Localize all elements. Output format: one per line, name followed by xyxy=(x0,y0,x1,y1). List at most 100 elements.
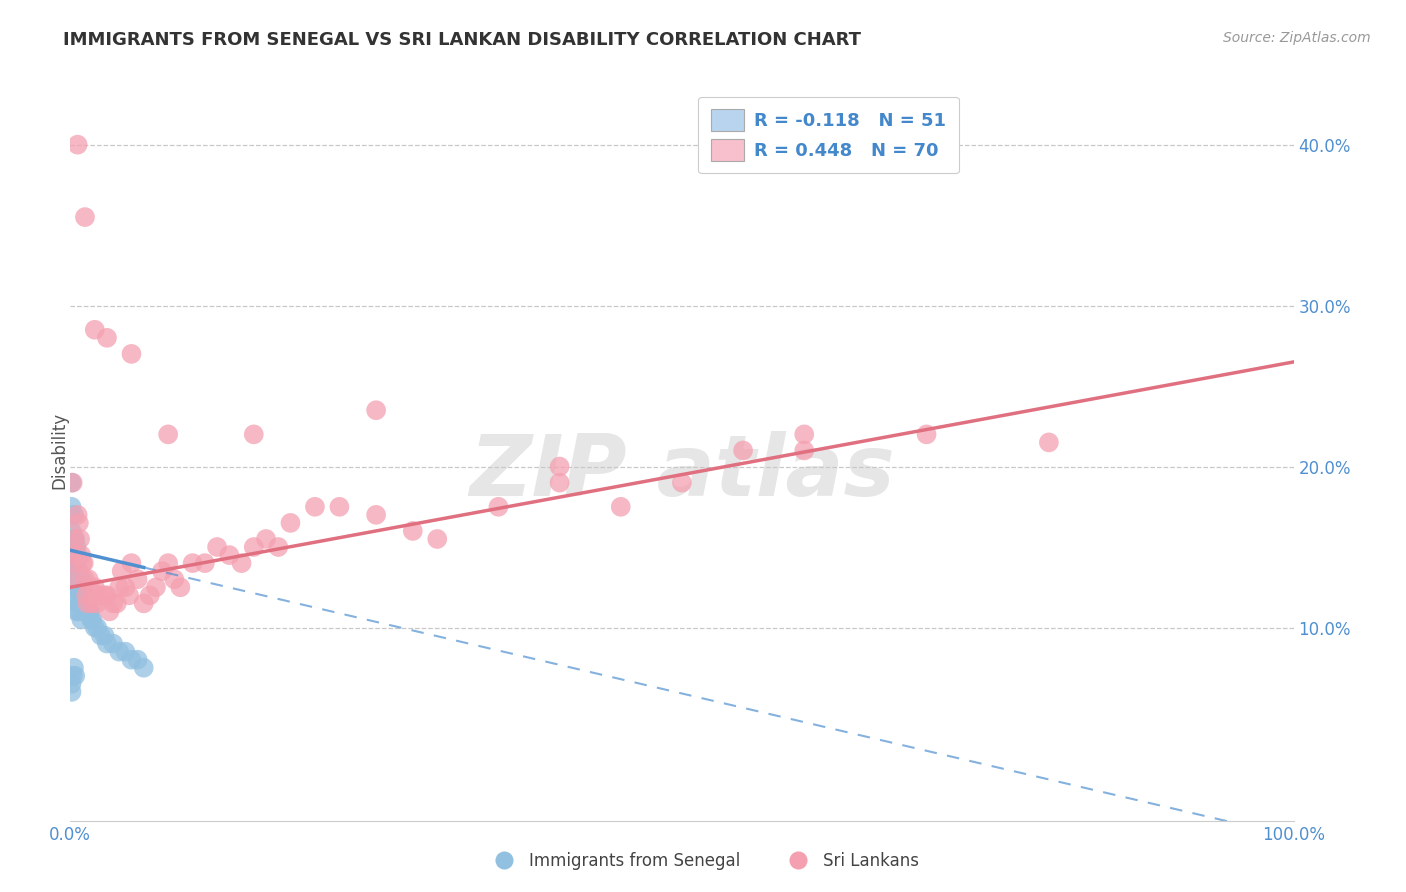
Point xyxy=(70,548,93,562)
Point xyxy=(96,588,118,602)
Point xyxy=(67,564,90,578)
Point xyxy=(70,572,93,586)
Point xyxy=(62,475,84,490)
Point xyxy=(96,331,118,345)
Point xyxy=(67,604,90,618)
Point xyxy=(73,588,96,602)
Point xyxy=(231,556,253,570)
Point xyxy=(66,137,89,152)
Point xyxy=(77,572,100,586)
Point xyxy=(65,588,87,602)
Point xyxy=(114,645,136,659)
Point xyxy=(76,596,98,610)
Point xyxy=(79,580,101,594)
Point xyxy=(60,524,83,538)
Point xyxy=(610,500,633,514)
Point xyxy=(63,556,86,570)
Point xyxy=(426,532,449,546)
Point xyxy=(328,500,350,514)
Point xyxy=(72,588,94,602)
Point xyxy=(60,540,83,554)
Point xyxy=(114,580,136,594)
Point xyxy=(121,347,143,361)
Point xyxy=(72,556,94,570)
Point xyxy=(83,323,105,337)
Point xyxy=(73,210,96,224)
Point xyxy=(62,548,84,562)
Point xyxy=(62,556,84,570)
Point xyxy=(83,580,105,594)
Point xyxy=(793,443,815,458)
Point xyxy=(62,580,84,594)
Point xyxy=(63,532,86,546)
Point xyxy=(66,508,89,522)
Point xyxy=(105,596,128,610)
Point xyxy=(139,588,162,602)
Point xyxy=(82,596,104,610)
Point xyxy=(69,572,91,586)
Point xyxy=(63,661,86,675)
Point xyxy=(267,540,290,554)
Point xyxy=(243,427,266,442)
Point xyxy=(218,548,240,562)
Point xyxy=(150,564,173,578)
Point xyxy=(80,612,103,626)
Point xyxy=(60,500,83,514)
Legend: Immigrants from Senegal, Sri Lankans: Immigrants from Senegal, Sri Lankans xyxy=(481,846,925,877)
Legend: R = -0.118   N = 51, R = 0.448   N = 70: R = -0.118 N = 51, R = 0.448 N = 70 xyxy=(699,96,959,173)
Point xyxy=(86,596,108,610)
Point xyxy=(108,645,131,659)
Point xyxy=(60,475,83,490)
Point xyxy=(121,653,143,667)
Point xyxy=(101,637,124,651)
Point xyxy=(93,628,115,642)
Point xyxy=(63,580,86,594)
Point xyxy=(60,572,83,586)
Point xyxy=(69,596,91,610)
Point xyxy=(77,604,100,618)
Point xyxy=(548,475,571,490)
Point xyxy=(70,612,93,626)
Point xyxy=(157,427,180,442)
Y-axis label: Disability: Disability xyxy=(51,412,67,489)
Point xyxy=(157,556,180,570)
Point xyxy=(67,516,90,530)
Point xyxy=(96,637,118,651)
Point xyxy=(101,596,124,610)
Point xyxy=(63,572,86,586)
Point xyxy=(76,596,98,610)
Text: ZIP atlas: ZIP atlas xyxy=(470,431,894,514)
Point xyxy=(111,564,134,578)
Point xyxy=(63,669,86,683)
Point xyxy=(65,556,87,570)
Point xyxy=(63,508,86,522)
Point xyxy=(793,427,815,442)
Point xyxy=(60,685,83,699)
Point xyxy=(79,604,101,618)
Point xyxy=(73,572,96,586)
Point xyxy=(169,580,191,594)
Point xyxy=(63,532,86,546)
Text: Source: ZipAtlas.com: Source: ZipAtlas.com xyxy=(1223,31,1371,45)
Point xyxy=(733,443,755,458)
Point xyxy=(194,556,217,570)
Point xyxy=(1038,435,1060,450)
Point xyxy=(93,588,115,602)
Point xyxy=(63,548,86,562)
Point xyxy=(90,628,112,642)
Point xyxy=(145,580,167,594)
Point xyxy=(62,572,84,586)
Point xyxy=(254,532,277,546)
Point xyxy=(66,596,89,610)
Point xyxy=(73,588,96,602)
Point xyxy=(181,556,204,570)
Point xyxy=(63,532,86,546)
Point xyxy=(108,580,131,594)
Point xyxy=(60,677,83,691)
Point xyxy=(402,524,425,538)
Point xyxy=(82,612,104,626)
Point xyxy=(488,500,510,514)
Point xyxy=(671,475,693,490)
Point xyxy=(163,572,186,586)
Point xyxy=(65,604,87,618)
